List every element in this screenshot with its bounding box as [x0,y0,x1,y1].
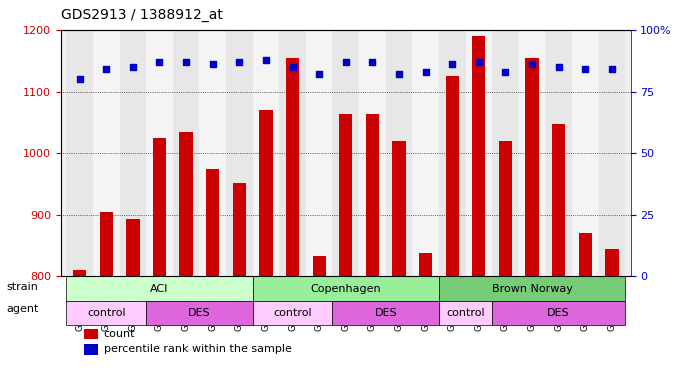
Text: strain: strain [7,282,39,292]
Bar [153,138,166,276]
Text: GDS2913 / 1388912_at: GDS2913 / 1388912_at [61,9,223,22]
Bar [386,30,412,276]
Bar [279,30,306,276]
Point [127,64,138,70]
Bar [499,141,512,276]
Point [74,76,85,82]
Bar [73,270,86,276]
Point [180,59,191,65]
Point [580,66,591,72]
Bar [445,76,459,276]
Text: DES: DES [374,308,397,318]
Bar [84,344,98,355]
Bar [146,30,173,276]
FancyBboxPatch shape [146,301,253,326]
Bar [419,253,433,276]
Bar [313,256,326,276]
Point [154,59,165,65]
Bar [545,30,572,276]
Bar [286,58,299,276]
FancyBboxPatch shape [253,276,439,301]
Point [447,62,458,68]
Bar [466,30,492,276]
Bar [332,30,359,276]
Text: control: control [273,308,312,318]
Bar [119,30,146,276]
Text: count: count [104,329,135,339]
Point [367,59,378,65]
Point [553,64,564,70]
FancyBboxPatch shape [439,301,492,326]
Bar [578,233,592,276]
Bar [605,249,618,276]
Bar [84,328,98,339]
Bar [180,132,193,276]
Bar [359,30,386,276]
Bar [253,30,279,276]
Text: ACI: ACI [151,284,169,294]
Text: Brown Norway: Brown Norway [492,284,572,294]
Text: DES: DES [547,308,570,318]
Bar [599,30,625,276]
Bar [259,110,273,276]
Text: Copenhagen: Copenhagen [311,284,381,294]
Bar [173,30,199,276]
Bar [572,30,599,276]
Bar [206,168,220,276]
Point [287,64,298,70]
Bar [439,30,466,276]
Bar [472,36,485,276]
Bar [412,30,439,276]
Text: control: control [87,308,125,318]
Point [420,69,431,75]
Point [473,59,484,65]
Point [101,66,112,72]
Point [527,62,538,68]
Text: control: control [446,308,485,318]
Bar [306,30,332,276]
Bar [525,58,539,276]
FancyBboxPatch shape [66,301,146,326]
Bar [365,114,379,276]
FancyBboxPatch shape [332,301,439,326]
FancyBboxPatch shape [492,301,625,326]
Point [260,57,271,63]
Point [394,71,405,77]
Bar [226,30,253,276]
FancyBboxPatch shape [439,276,625,301]
Bar [552,124,565,276]
Bar [339,114,353,276]
Point [314,71,325,77]
Point [340,59,351,65]
Bar [393,141,405,276]
Bar [233,183,246,276]
Point [234,59,245,65]
Bar [492,30,519,276]
Point [207,62,218,68]
Bar [126,219,140,276]
Text: DES: DES [188,308,211,318]
Bar [66,30,93,276]
Bar [93,30,119,276]
Text: agent: agent [7,304,39,314]
FancyBboxPatch shape [253,301,332,326]
Bar [519,30,545,276]
Bar [100,211,113,276]
Text: percentile rank within the sample: percentile rank within the sample [104,345,292,354]
FancyBboxPatch shape [66,276,253,301]
Point [500,69,511,75]
Point [607,66,618,72]
Bar [199,30,226,276]
